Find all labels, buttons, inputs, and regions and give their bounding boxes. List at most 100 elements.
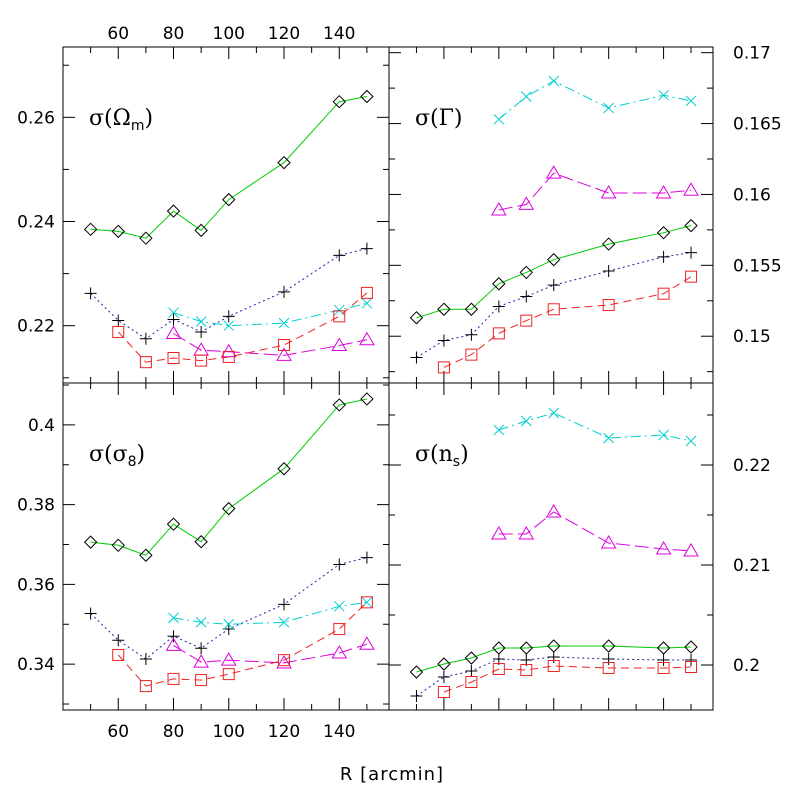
data-point-triangle	[490, 202, 507, 216]
data-point-diamond	[111, 224, 125, 239]
series-line	[117, 292, 368, 363]
data-point-square	[139, 356, 152, 369]
data-point-plus	[410, 690, 423, 702]
series-cross	[493, 75, 697, 125]
panel-label-base: σ(σ	[89, 442, 128, 467]
x-tick-label: 80	[163, 24, 185, 44]
data-point-triangle	[683, 543, 699, 557]
data-point-diamond	[166, 517, 181, 531]
panel-label-base: σ(Γ)	[415, 106, 462, 131]
data-point-triangle	[600, 535, 617, 549]
x-ticks	[415, 383, 692, 710]
panel-frame	[388, 46, 714, 384]
data-point-plus	[657, 250, 670, 263]
series-square	[437, 270, 698, 374]
data-point-diamond	[519, 265, 533, 280]
data-point-square	[492, 663, 505, 675]
x-tick-label: 100	[213, 24, 245, 44]
series-line	[416, 225, 692, 319]
x-tick-label: 140	[323, 24, 355, 44]
series-line	[416, 252, 692, 358]
data-point-plus	[657, 654, 670, 666]
data-point-cross	[278, 317, 290, 329]
x-tick-label: 60	[107, 24, 129, 44]
series-diamond	[83, 89, 374, 245]
y-tick-label: 0.38	[17, 496, 55, 516]
y-tick-label: 0.4	[28, 416, 55, 436]
data-point-plus	[547, 651, 560, 663]
y-tick-label: 0.165	[733, 115, 782, 135]
series-line	[443, 276, 692, 368]
series-triangle	[490, 504, 699, 557]
data-point-square	[360, 596, 373, 609]
data-point-plus	[602, 265, 615, 277]
panel-frame	[388, 382, 714, 711]
y-tick-label: 0.36	[17, 575, 55, 595]
series-line	[173, 601, 367, 625]
x-ticks	[90, 383, 368, 710]
panel-label-close: )	[144, 106, 153, 131]
series-plus	[84, 242, 373, 345]
data-point-plus	[222, 623, 235, 636]
y-ticks	[389, 414, 713, 666]
data-point-plus	[360, 551, 373, 564]
y-tick-label: 0.22	[733, 456, 771, 476]
panel-frame	[62, 382, 390, 711]
series-cross	[493, 407, 697, 447]
data-point-triangle	[359, 636, 375, 650]
data-point-diamond	[601, 639, 616, 653]
data-point-cross	[195, 616, 207, 628]
data-point-plus	[84, 607, 97, 620]
data-point-plus	[139, 652, 152, 665]
x-tick-label: 140	[323, 722, 355, 742]
data-point-diamond	[194, 223, 208, 238]
data-point-triangle	[655, 185, 672, 199]
data-point-square	[547, 303, 560, 316]
data-point-plus	[520, 290, 533, 303]
data-point-diamond	[656, 226, 671, 240]
data-point-diamond	[437, 302, 451, 316]
data-point-square	[167, 672, 180, 685]
y-ticks	[63, 384, 389, 705]
top-x-tick-labels: 60 80 100 120 140	[107, 24, 355, 44]
data-point-diamond	[139, 548, 153, 562]
data-point-plus	[465, 328, 478, 341]
data-point-plus	[492, 300, 505, 313]
series-line	[498, 172, 692, 211]
panel-bottom-left: 0.34 0.36 0.38 0.4 σ(σ8)	[17, 382, 390, 711]
data-point-square	[492, 327, 505, 340]
panel-frame	[62, 46, 390, 384]
panel-bottom-right: 0.2 0.21 0.22 σ(ns)	[388, 382, 771, 711]
data-point-plus	[112, 634, 125, 647]
data-point-cross	[658, 89, 669, 101]
data-point-diamond	[437, 657, 451, 671]
data-point-triangle	[220, 343, 237, 358]
data-point-cross	[278, 616, 290, 628]
data-point-plus	[437, 671, 450, 683]
data-point-square	[685, 661, 698, 673]
x-tick-label: 80	[163, 722, 185, 742]
series-line	[173, 333, 368, 356]
data-point-triangle	[518, 526, 535, 540]
data-point-triangle	[683, 182, 699, 196]
data-point-square	[657, 662, 670, 674]
series-line	[90, 398, 368, 556]
series-line	[498, 80, 692, 120]
x-tick-label: 60	[107, 722, 129, 742]
y-ticks	[63, 64, 389, 379]
data-point-diamond	[277, 462, 291, 476]
data-point-triangle	[276, 654, 292, 669]
data-point-diamond	[277, 155, 291, 170]
data-point-plus	[602, 653, 615, 665]
bottom-x-tick-labels: 60 80 100 120 140	[107, 722, 355, 742]
data-point-triangle	[331, 337, 348, 351]
y-tick-labels: 0.34 0.36 0.38 0.4	[17, 416, 55, 675]
x-tick-label: 100	[213, 722, 245, 742]
data-point-plus	[112, 314, 125, 327]
data-point-diamond	[111, 538, 125, 553]
data-point-square	[195, 674, 208, 687]
y-tick-label: 0.22	[17, 317, 55, 337]
data-point-diamond	[409, 311, 424, 325]
data-point-plus	[278, 598, 291, 611]
y-ticks	[389, 52, 713, 373]
